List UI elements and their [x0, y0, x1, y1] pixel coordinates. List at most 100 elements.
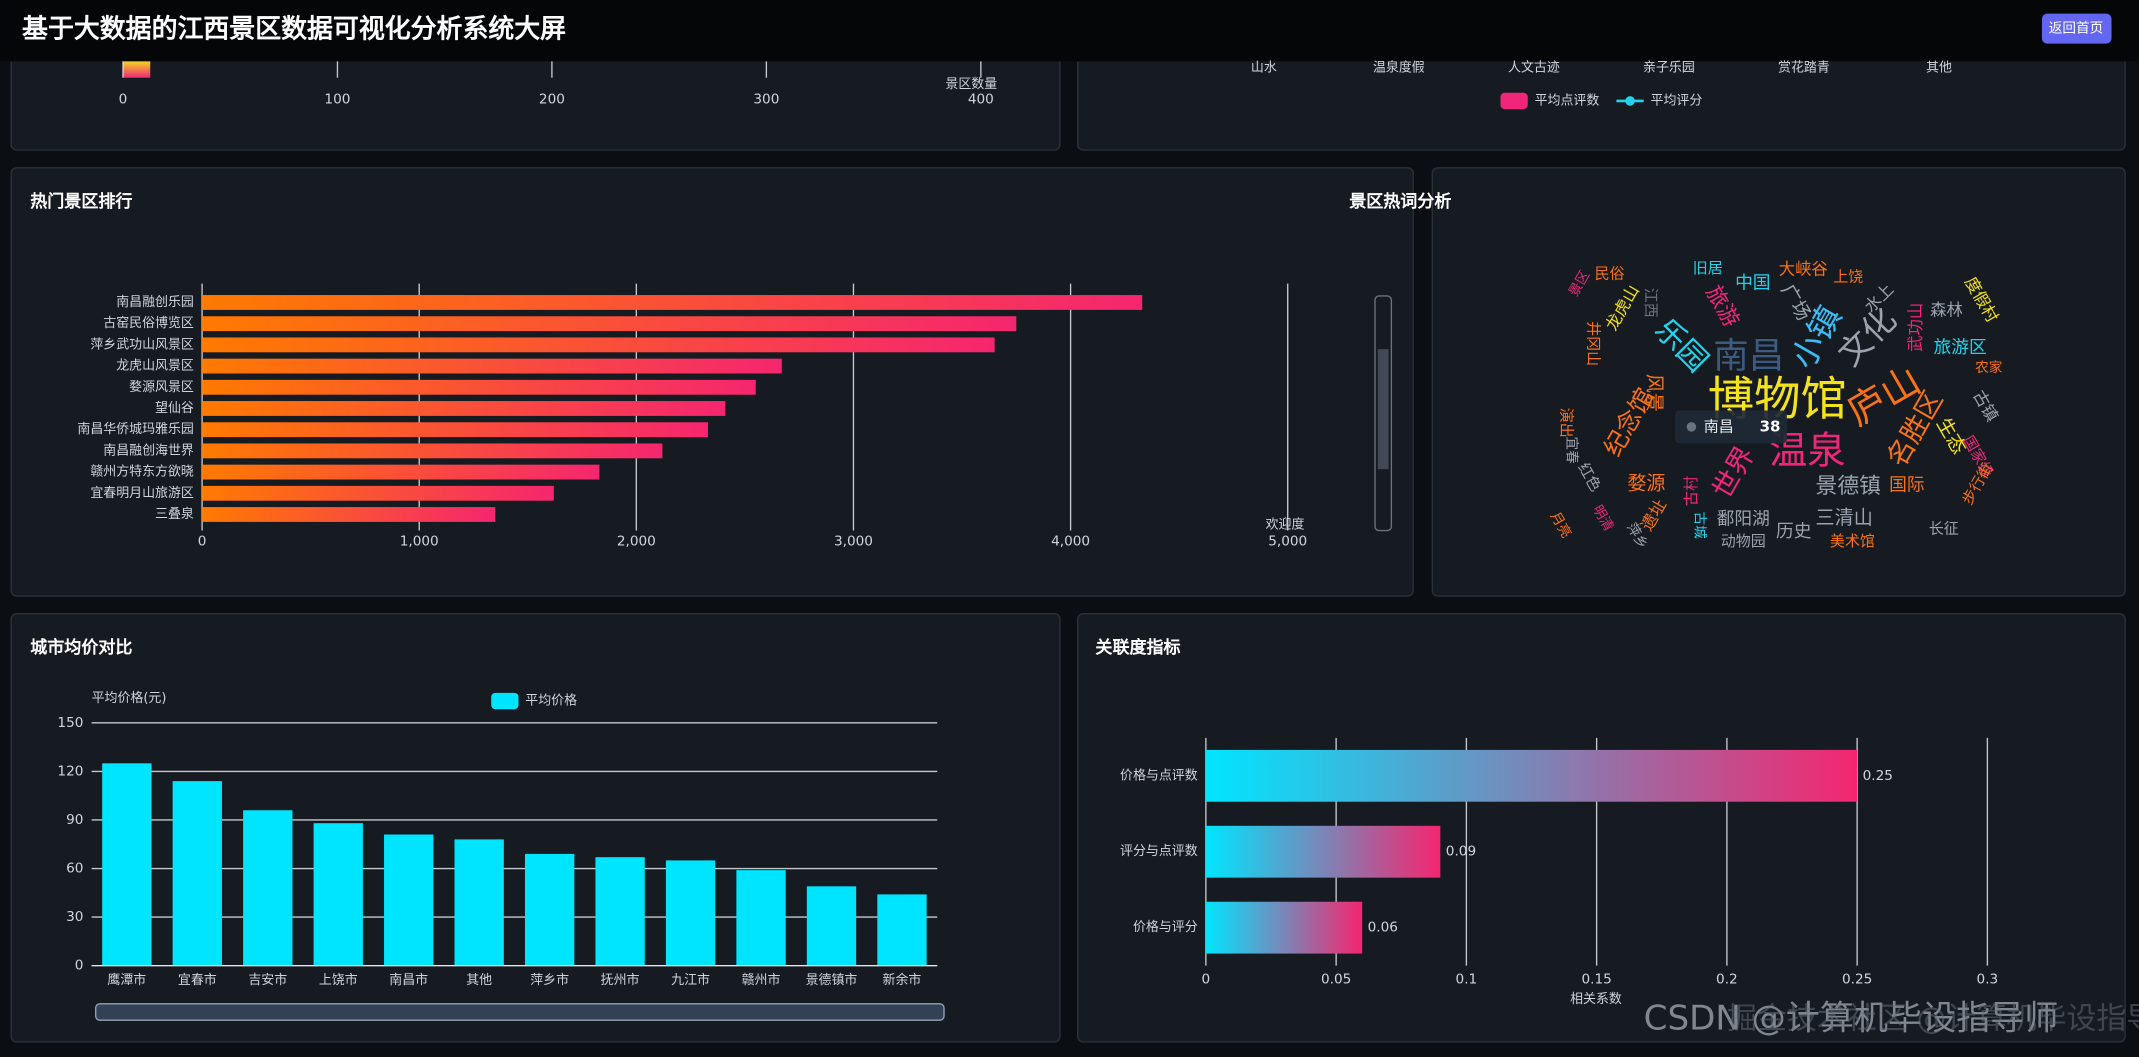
y-tick-label: 古窑民俗博览区	[103, 315, 194, 331]
legend-marker	[491, 692, 519, 710]
x-tick-label: 其他	[1926, 61, 1952, 76]
x-tick-label: 5,000	[1268, 533, 1307, 549]
word: 森林	[1930, 300, 1963, 319]
x-tick-label: 400	[968, 92, 994, 108]
visual-map	[122, 60, 151, 78]
y-tick-label: 宜春明月山旅游区	[90, 486, 194, 501]
word: 农家	[1975, 359, 2003, 376]
zoom-slider[interactable]	[1374, 295, 1393, 532]
word: 旅游区	[1934, 337, 1987, 358]
x-tick-label: 0.05	[1321, 971, 1351, 987]
y-tick-label: 三叠泉	[155, 506, 194, 522]
y-axis-label: 平均价格(元)	[92, 690, 167, 706]
x-tick-label: 亲子乐园	[1643, 61, 1695, 76]
word: 风景	[1643, 374, 1666, 412]
y-tick-label: 价格与点评数	[1120, 767, 1198, 783]
x-tick-label: 山水	[1251, 61, 1277, 76]
x-tick-label: 200	[539, 92, 565, 108]
word: 美术馆	[1830, 532, 1875, 550]
bar	[202, 507, 496, 522]
bar	[454, 839, 504, 966]
x-tick-label: 0.1	[1456, 971, 1478, 987]
x-tick-label: 赏花踏青	[1778, 60, 1830, 76]
bar	[595, 857, 645, 966]
x-tick-label: 0	[1202, 971, 1211, 987]
home-button[interactable]	[2041, 13, 2112, 44]
panel	[1431, 167, 2126, 597]
word: 旧居	[1693, 259, 1723, 277]
word: 历史	[1776, 521, 1812, 542]
panel-title: 景区热词分析	[1349, 191, 1451, 212]
x-tick-label: 0.15	[1581, 971, 1611, 987]
watermark: 掘金技术社区 @计算机毕设指导师	[1727, 1002, 2139, 1037]
bar	[202, 358, 782, 374]
bar	[202, 485, 554, 501]
y-tick-label: 龙虎山风景区	[116, 359, 194, 374]
x-tick-label: 300	[753, 92, 779, 108]
zoom-handle[interactable]	[1377, 349, 1389, 470]
legend-label: 平均价格	[525, 693, 577, 709]
data-label: 0.09	[1446, 844, 1476, 860]
bar	[202, 422, 708, 438]
y-tick-label: 30	[66, 909, 83, 925]
zoom-slider[interactable]	[95, 1003, 945, 1021]
panel-title: 关联度指标	[1095, 637, 1180, 658]
y-tick-label: 赣州方特东方欲晓	[90, 464, 194, 480]
bar	[313, 823, 363, 966]
bar	[524, 853, 575, 966]
header	[0, 0, 2139, 62]
bar	[202, 316, 1017, 332]
x-tick-label: 赣州市	[742, 972, 781, 988]
y-tick-label: 望仙谷	[155, 400, 194, 416]
x-tick-label: 新余市	[883, 972, 922, 988]
x-tick-label: 0.25	[1842, 971, 1872, 987]
word: 武功山	[1906, 303, 1925, 352]
legend-label: 平均评分	[1651, 93, 1703, 108]
x-tick-label: 0.2	[1716, 971, 1738, 987]
x-tick-label: 4,000	[1051, 533, 1090, 549]
x-tick-label: 人文古迹	[1508, 61, 1560, 76]
bar	[243, 810, 293, 966]
y-tick-label: 150	[57, 715, 83, 731]
bar	[202, 401, 726, 416]
word: 井冈山	[1585, 321, 1603, 366]
chart: 关联度指标 0 0.05 0.1 0.15 0.2 0.25 0.3 相关系数 价格与点评数评分与…	[1095, 637, 1998, 1007]
x-tick-label: 0	[119, 92, 128, 108]
word: 民俗	[1595, 265, 1625, 283]
word: 江西	[1642, 288, 1660, 318]
y-tick-label: 60	[66, 861, 83, 877]
x-tick-label: 鹰潭市	[107, 972, 146, 988]
x-tick-label: 0.3	[1977, 971, 1999, 987]
y-tick-label: 南昌融创乐园	[116, 294, 194, 310]
watermark: CSDN @计算机毕设指导师	[1644, 999, 2059, 1039]
word: 古村	[1682, 476, 1700, 506]
data-label: 0.25	[1863, 768, 1893, 784]
home-button-label[interactable]: 返回首页	[2049, 21, 2104, 37]
panel-title: 热门景区排行	[30, 191, 132, 212]
y-tick-label: 萍乡武功山风景区	[90, 337, 194, 352]
word: 鄱阳湖	[1717, 509, 1770, 530]
y-tick-label: 120	[57, 763, 83, 779]
bar	[172, 781, 222, 966]
x-tick-label: 100	[324, 92, 350, 108]
y-tick-label: 90	[66, 812, 83, 828]
y-tick-label: 评分与点评数	[1120, 844, 1198, 859]
chart: 平均点评数 平均评分 山水 温泉度假 人文古迹 亲子乐园 赏花踏青 其他	[1251, 60, 1952, 110]
bar	[102, 763, 152, 966]
x-tick-label: 景德镇市	[806, 972, 858, 988]
word: 上饶	[1833, 267, 1863, 285]
data-label: 0.06	[1368, 920, 1398, 936]
word: 动物园	[1721, 532, 1766, 550]
x-tick-label: 上饶市	[319, 972, 358, 988]
y-tick-label: 南昌融创海世界	[103, 442, 194, 458]
x-tick-label: 南昌市	[389, 972, 428, 988]
y-tick-label: 南昌华侨城玛雅乐园	[77, 421, 193, 437]
legend-marker	[1625, 96, 1635, 106]
x-tick-label: 九江市	[671, 972, 710, 988]
legend-label: 平均点评数	[1535, 93, 1600, 108]
word: 宜春	[1563, 436, 1579, 464]
